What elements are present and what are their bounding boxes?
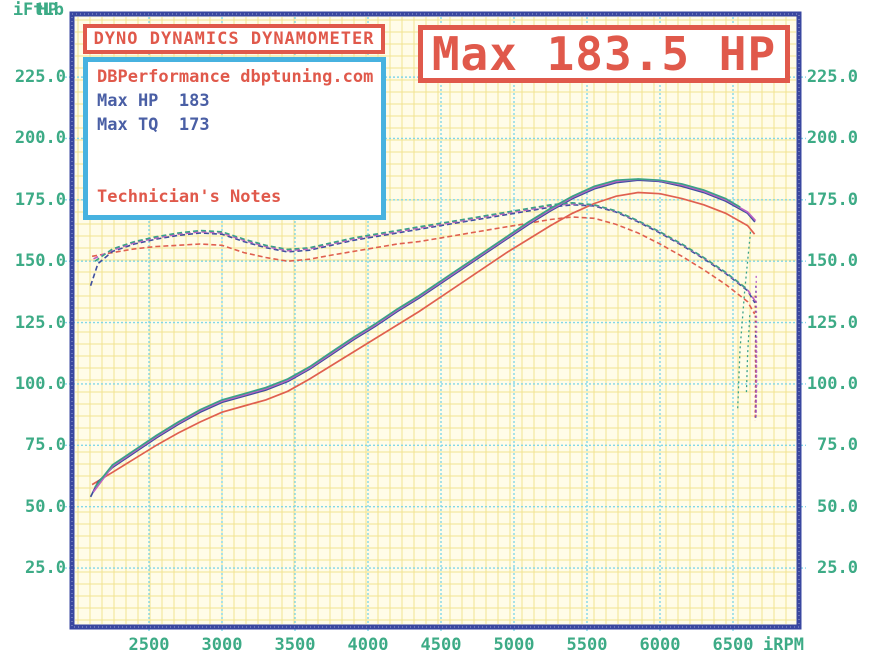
x-tick-label: 6000 (639, 635, 681, 655)
max-hp-banner: Max 183.5 HP (418, 25, 790, 83)
technician-notes-label: Technician's Notes (97, 187, 282, 207)
y-right-tick-label: 150.0 (806, 251, 858, 272)
y-left-tick-label: 200.0 (14, 128, 66, 149)
y-left-tick-label: 25.0 (25, 558, 66, 579)
x-tick-label: 3500 (274, 635, 316, 655)
x-tick-label: 5000 (493, 635, 535, 655)
run-red-hp-tail (754, 295, 757, 421)
run-red-hp-curve (91, 191, 756, 486)
y-right-tick-label: 100.0 (806, 373, 858, 394)
run-red-torque-curve (91, 216, 756, 315)
x-tick-label: 5500 (566, 635, 608, 655)
y-left-tick-label: 175.0 (14, 189, 66, 210)
run-green-torque-tail (745, 315, 751, 394)
x-tick-label: 4500 (420, 635, 462, 655)
y-left-tick-label: 150.0 (14, 251, 66, 272)
run-blue-torque-curve (89, 203, 756, 304)
y-right-axis-title: iFtLb (12, 0, 64, 20)
y-left-tick-label: 100.0 (14, 373, 66, 394)
y-right-tick-label: 25.0 (817, 558, 858, 579)
y-right-tick-label: 75.0 (817, 435, 858, 456)
y-left-tick-label: 75.0 (25, 435, 66, 456)
run-red (91, 191, 757, 486)
x-tick-label: 2500 (128, 635, 170, 655)
max-tq-readout: Max TQ 173 (97, 115, 210, 135)
header-box: DYNO DYNAMICS DYNAMOMETER (83, 24, 385, 54)
y-left-tick-label: 225.0 (14, 67, 66, 88)
y-right-tick-label: 50.0 (817, 496, 858, 517)
y-right-tick-label: 200.0 (806, 128, 858, 149)
x-tick-label: 4000 (347, 635, 389, 655)
info-box: DBPerformance dbptuning.com Max HP 183 M… (83, 57, 386, 220)
y-right-tick-label: 225.0 (806, 67, 858, 88)
plot-border (69, 11, 802, 630)
run-green-hp-curve (94, 178, 741, 488)
x-tick-label: 6500 (712, 635, 754, 655)
x-tick-label: 3000 (201, 635, 243, 655)
max-hp-banner-text: Max 183.5 HP (431, 27, 777, 81)
header-title: DYNO DYNAMICS DYNAMOMETER (93, 29, 375, 49)
max-hp-readout: Max HP 183 (97, 91, 210, 111)
major-grid (65, 17, 806, 633)
x-axis-title: iRPM (763, 635, 804, 655)
y-left-axis-title: HP (37, 0, 58, 20)
y-right-tick-label: 125.0 (806, 312, 858, 333)
shop-name: DBPerformance dbptuning.com (97, 67, 374, 87)
y-left-tick-label: 50.0 (25, 496, 66, 517)
y-left-tick-label: 125.0 (14, 312, 66, 333)
y-right-tick-label: 175.0 (806, 189, 858, 210)
run-green (94, 178, 752, 488)
